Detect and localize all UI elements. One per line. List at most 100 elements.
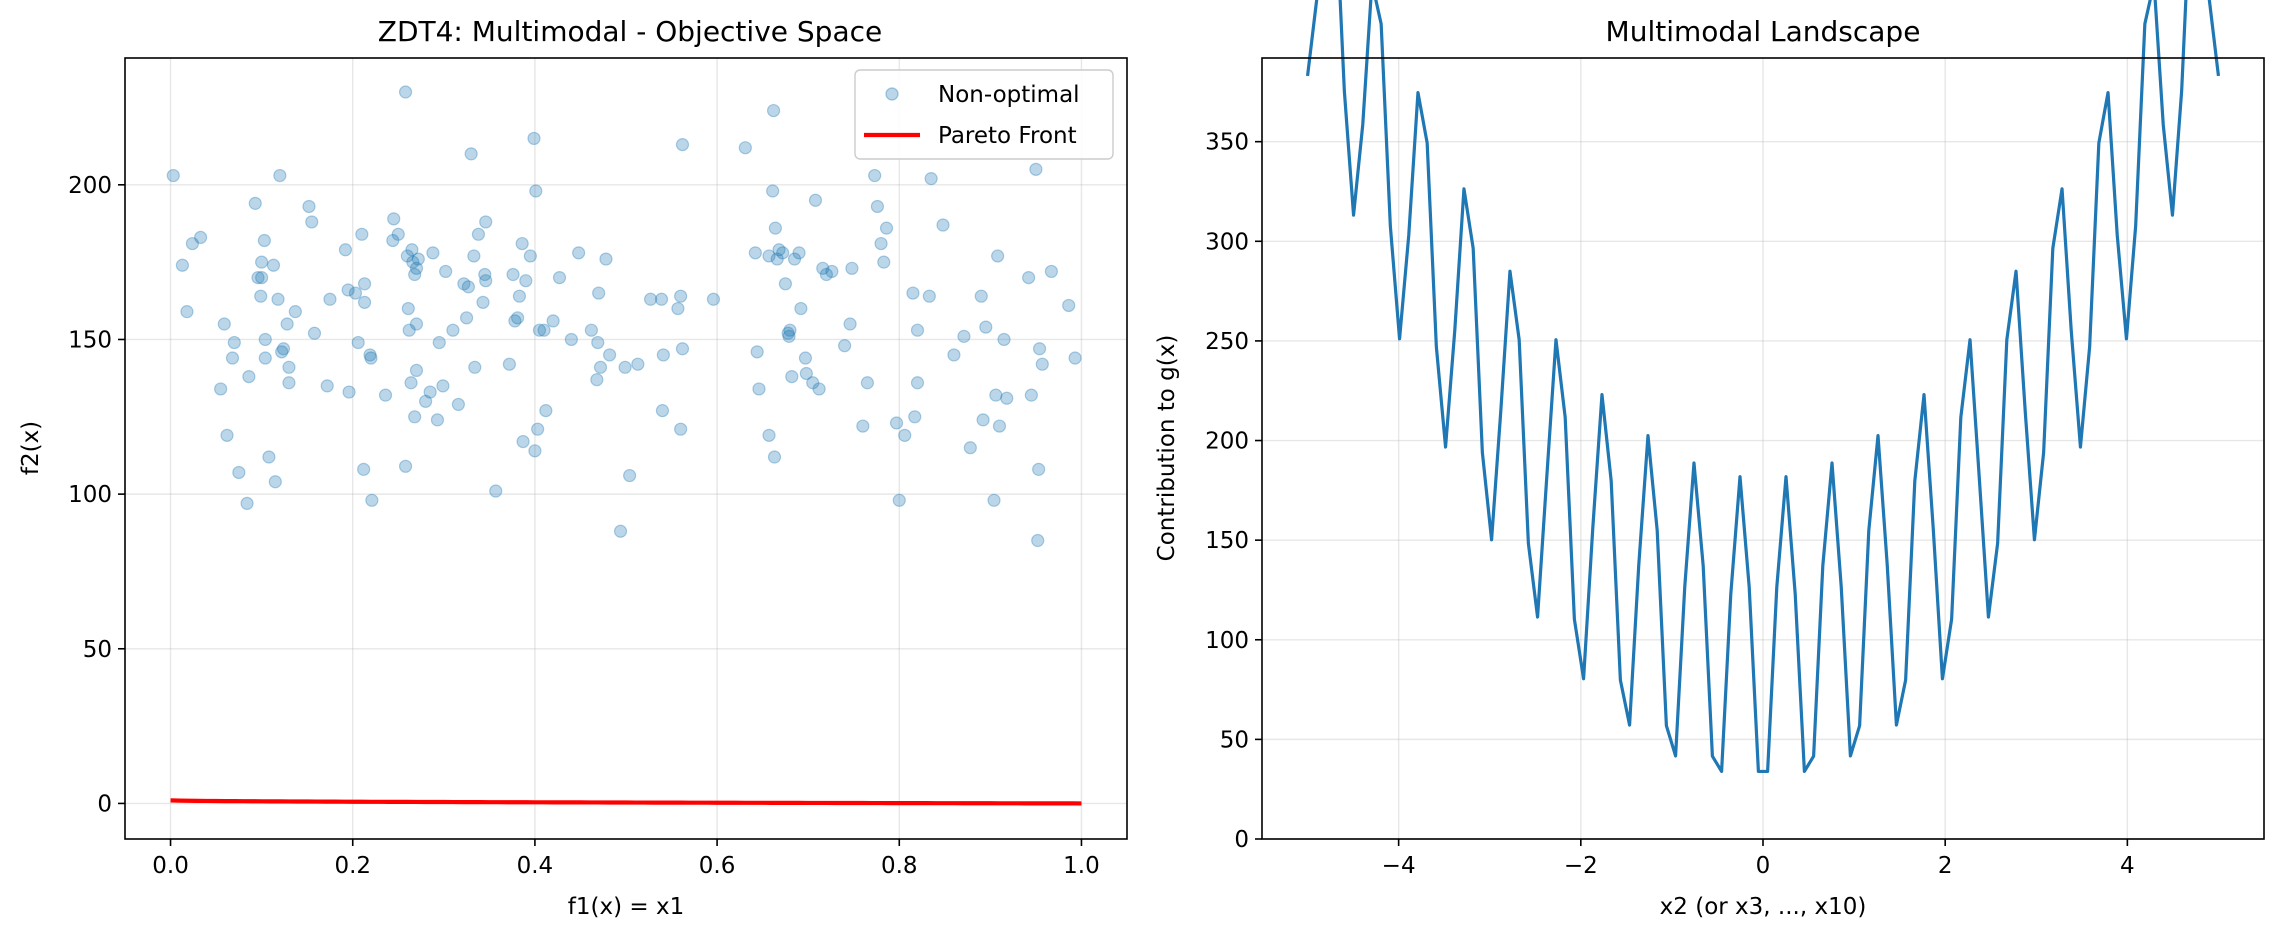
scatter-point (979, 320, 993, 334)
scatter-point (924, 172, 938, 186)
scatter-point (464, 147, 478, 161)
scatter-point (225, 351, 240, 365)
scatter-point (671, 301, 685, 316)
scatter-point (273, 168, 287, 183)
scatter-point (674, 289, 688, 303)
scatter-point (468, 360, 482, 374)
scatter-point (408, 267, 422, 282)
scatter-point (766, 103, 781, 118)
scatter-point (409, 363, 424, 377)
scatter-point (976, 413, 990, 427)
pareto-front-line (170, 798, 1082, 806)
scatter-point (508, 314, 522, 328)
scatter-point (590, 373, 604, 387)
scatter-point (276, 342, 291, 356)
scatter-point (643, 292, 658, 306)
scatter-point (766, 184, 780, 198)
scatter-point (502, 357, 516, 371)
scatter-point (527, 131, 541, 146)
y-tick-label: 0 (97, 791, 112, 817)
scatter-point (794, 301, 808, 316)
scatter-point (457, 277, 471, 291)
scatter-point (623, 468, 637, 483)
scatter-point (419, 394, 433, 408)
scatter-point (546, 314, 560, 328)
scatter-point (889, 416, 904, 430)
y-tick-label: 50 (1220, 727, 1249, 753)
scatter-point (997, 332, 1011, 347)
scatter-point (341, 283, 355, 297)
scatter-point (910, 376, 925, 390)
x-tick-label: 0.8 (881, 853, 918, 879)
scatter-point (268, 475, 282, 489)
scatter-point (762, 428, 776, 442)
scatter-point (232, 465, 246, 480)
scatter-point (288, 305, 302, 319)
scatter-point (242, 369, 256, 384)
scatter-point (194, 230, 208, 244)
scatter-point (599, 252, 613, 266)
scatter-point (528, 444, 542, 458)
scatter-point (843, 317, 857, 331)
scatter-point (1032, 462, 1046, 476)
scatter-point (748, 246, 762, 260)
scatter-point (266, 258, 281, 272)
scatter-point (262, 450, 276, 464)
scatter-point (776, 246, 790, 260)
scatter-point (323, 292, 337, 306)
scatter-point (592, 286, 606, 300)
scatter-point (537, 323, 551, 337)
scatter-point (778, 277, 793, 291)
scatter-point (738, 141, 752, 155)
scatter-point (531, 422, 545, 436)
scatter-point (936, 218, 950, 232)
scatter-point (991, 249, 1005, 263)
scatter-point (386, 233, 400, 248)
scatter-point (879, 221, 894, 235)
scatter-point (166, 168, 180, 183)
scatter-point (898, 428, 912, 442)
x-tick-label: −4 (1382, 853, 1416, 879)
x-tick-label: 0.4 (517, 853, 554, 879)
scatter-point (532, 323, 547, 337)
scatter-point (220, 428, 234, 442)
scatter-point (870, 199, 885, 214)
scatter-point (363, 348, 377, 362)
scatter-point (782, 329, 796, 343)
scatter-point (816, 261, 830, 275)
scatter-point (515, 236, 529, 251)
scatter-point (572, 246, 586, 260)
scatter-point (785, 369, 799, 384)
right-ylabel: Contribution to g(x) (1154, 335, 1180, 562)
scatter-point (217, 317, 231, 331)
scatter-point (767, 450, 782, 464)
scatter-point (175, 258, 189, 272)
legend-label-pareto: Pareto Front (938, 123, 1077, 149)
left-plot-title: ZDT4: Multimodal - Objective Space (378, 15, 882, 48)
scatter-point (248, 196, 262, 210)
right-axes-frame (1261, 57, 2265, 840)
scatter-point (1029, 162, 1043, 176)
scatter-point (706, 292, 721, 306)
scatter-point (770, 252, 784, 266)
x-tick-label: −2 (1564, 853, 1598, 879)
right-plot-title: Multimodal Landscape (1606, 15, 1921, 48)
scatter-point (258, 332, 272, 347)
scatter-point (992, 419, 1007, 433)
scatter-point (436, 379, 450, 393)
scatter-point (423, 385, 437, 399)
legend: Non-optimal Pareto Front (854, 69, 1114, 160)
scatter-point (792, 246, 806, 260)
scatter-point (275, 345, 289, 359)
right-xlabel: x2 (or x3, ..., x10) (1660, 894, 1867, 920)
scatter-point (1031, 533, 1045, 548)
scatter-point (564, 332, 578, 347)
scatter-point (400, 249, 414, 263)
scatter-point (227, 335, 241, 350)
scatter-point (398, 85, 413, 99)
scatter-point (378, 388, 393, 402)
scatter-point (656, 348, 670, 362)
scatter-point (402, 323, 416, 337)
scatter-point (892, 493, 906, 507)
